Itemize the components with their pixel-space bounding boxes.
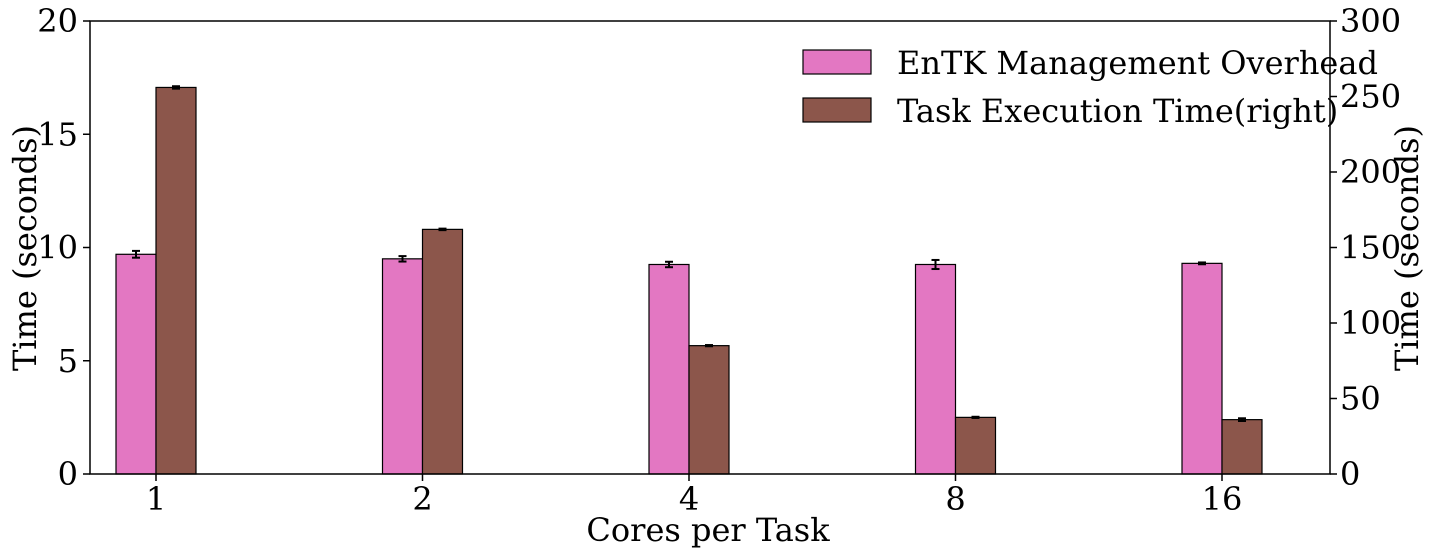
- bar-overhead-16: [1181, 262, 1223, 475]
- legend-item-execution: Task Execution Time(right): [802, 92, 1338, 130]
- y-right-tick-label: 250: [1340, 78, 1401, 116]
- y-right-tick-label: 300: [1340, 2, 1401, 40]
- bar-overhead-8: [914, 263, 957, 475]
- legend: EnTK Management Overhead Task Execution T…: [802, 44, 1378, 130]
- y-axis-right-title: Time (seconds): [1388, 125, 1426, 371]
- bar-execution-16: [1221, 419, 1263, 475]
- bar-overhead-4: [648, 263, 690, 475]
- bar-execution-8: [954, 416, 997, 475]
- error-bar-execution-4: [705, 344, 713, 348]
- error-bar-execution-16: [1238, 417, 1246, 422]
- y-left-tick-label: 20: [37, 2, 78, 40]
- bar-execution-2: [421, 228, 464, 475]
- error-bar-overhead-4: [665, 260, 673, 269]
- y-right-tick-label: 0: [1340, 455, 1360, 493]
- legend-swatch: [802, 49, 872, 75]
- x-tick-label: 4: [679, 480, 699, 518]
- y-right-tick-label: 50: [1340, 380, 1381, 418]
- error-bar-overhead-16: [1198, 261, 1206, 266]
- error-bar-overhead-8: [931, 258, 940, 271]
- y-axis-left-title: Time (seconds): [6, 125, 44, 371]
- error-bar-overhead-2: [398, 255, 407, 263]
- error-bar-execution-8: [971, 415, 980, 419]
- y-left-tick-label: 10: [37, 229, 78, 267]
- x-tick-label: 1: [146, 480, 166, 518]
- x-tick-label: 8: [945, 480, 965, 518]
- legend-label: Task Execution Time(right): [897, 92, 1338, 130]
- bars-layer: [115, 85, 1263, 475]
- bar-overhead-1: [115, 253, 157, 475]
- error-bar-execution-1: [172, 85, 180, 90]
- y-left-tick-label: 15: [37, 115, 78, 153]
- error-bar-execution-2: [438, 227, 447, 232]
- y-right-tick-label: 100: [1340, 304, 1401, 342]
- y-left-tick-label: 5: [58, 342, 78, 380]
- x-tick-label: 2: [412, 480, 432, 518]
- y-right-tick-label: 200: [1340, 153, 1401, 191]
- bar-execution-1: [155, 86, 197, 475]
- legend-item-overhead: EnTK Management Overhead: [802, 44, 1378, 82]
- x-tick-label: 16: [1202, 480, 1243, 518]
- legend-label: EnTK Management Overhead: [897, 44, 1378, 82]
- y-left-tick-label: 0: [58, 455, 78, 493]
- x-axis-title: Cores per Task: [586, 511, 830, 549]
- bar-overhead-2: [381, 258, 424, 475]
- error-bar-overhead-1: [132, 249, 140, 259]
- bar-execution-4: [688, 345, 730, 475]
- y-right-tick-label: 150: [1340, 229, 1401, 267]
- legend-swatch: [802, 97, 872, 123]
